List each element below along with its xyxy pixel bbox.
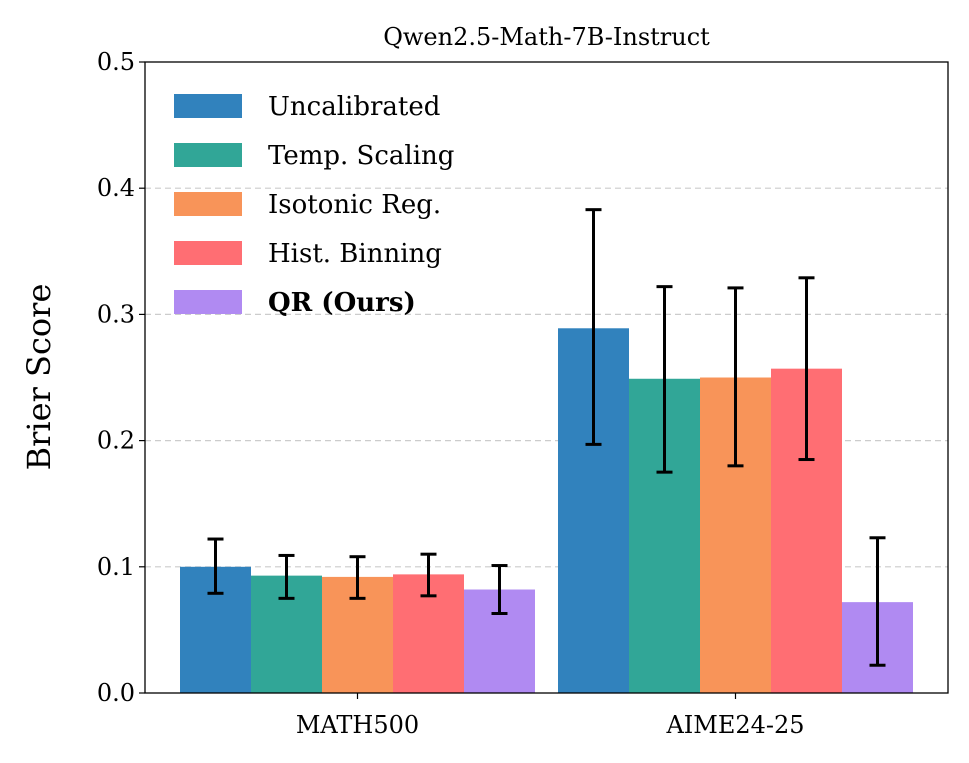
- y-tick-label: 0.0: [97, 679, 135, 707]
- legend-swatch: [174, 192, 242, 216]
- legend-swatch: [174, 143, 242, 167]
- legend-label: QR (Ours): [268, 288, 416, 318]
- legend-swatch: [174, 241, 242, 265]
- x-tick-label: AIME24-25: [665, 711, 804, 739]
- y-tick-label: 0.5: [97, 48, 135, 76]
- legend-swatch: [174, 94, 242, 118]
- y-tick-label: 0.4: [97, 174, 135, 202]
- legend-label: Uncalibrated: [268, 92, 440, 122]
- y-axis-label: Brier Score: [20, 284, 58, 471]
- legend-label: Hist. Binning: [268, 239, 442, 269]
- y-tick-label: 0.2: [97, 427, 135, 455]
- x-tick-label: MATH500: [296, 711, 419, 739]
- y-tick-label: 0.1: [97, 553, 135, 581]
- legend-label: Temp. Scaling: [268, 141, 454, 171]
- legend-label: Isotonic Reg.: [268, 190, 441, 220]
- chart-title: Qwen2.5-Math-7B-Instruct: [383, 23, 710, 51]
- plot-frame: [144, 61, 949, 694]
- legend-swatch: [174, 290, 242, 314]
- y-tick-label: 0.3: [97, 300, 135, 328]
